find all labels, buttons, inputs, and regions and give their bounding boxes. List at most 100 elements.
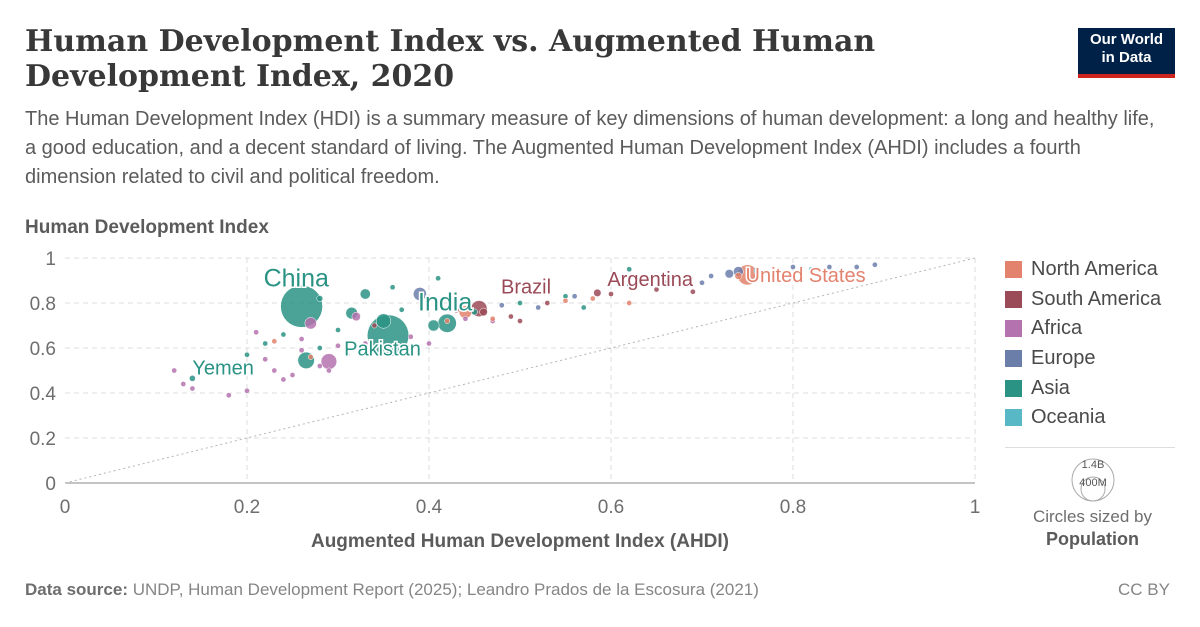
data-point [498,302,505,309]
data-point [398,306,405,313]
data-point [753,268,760,275]
size-label-max: 1.4B [1081,459,1104,471]
data-point [544,288,551,295]
data-point [307,354,314,360]
data-point [680,277,687,284]
data-point [699,279,705,286]
data-point [724,269,734,279]
data-point [626,282,633,288]
data-point [316,345,323,351]
data-point [304,317,317,330]
point-label: United States [746,265,866,287]
data-point [571,293,578,300]
source-label: Data source: [25,580,128,599]
legend-item-north-america[interactable]: North America [1005,255,1175,285]
legend-item-europe[interactable]: Europe [1005,344,1175,374]
data-point [335,327,341,333]
y-tick-label: 0 [45,474,56,495]
point-label: Pakistan [344,338,421,360]
data-point [790,264,796,270]
data-point [626,266,633,273]
data-point [808,266,815,273]
legend-item-africa[interactable]: Africa [1005,314,1175,344]
legend-item-oceania[interactable]: Oceania [1005,403,1175,433]
owid-logo[interactable]: Our World in Data [1078,28,1175,78]
data-point [316,363,323,369]
legend-swatch [1005,320,1022,338]
y-tick-label: 0.6 [30,339,56,360]
data-point [335,342,341,349]
logo-line2: in Data [1101,49,1152,66]
logo-line1: Our World [1089,31,1164,48]
source-text[interactable]: UNDP, Human Development Report (2025); L… [132,580,759,599]
data-point [235,363,241,369]
data-point [535,304,542,311]
legend-label: Africa [1031,317,1083,340]
size-variable: Population [1046,529,1139,549]
data-point [872,261,878,268]
legend-label: Europe [1031,347,1096,370]
data-point [626,300,633,306]
data-point [298,336,305,342]
y-tick-label: 0.2 [30,429,56,450]
data-point [289,372,296,378]
legend-swatch [1005,261,1022,279]
region-legend: North America South America Africa Europ… [1005,255,1175,433]
legend-swatch [1005,409,1022,427]
data-point [351,311,361,322]
data-point [320,353,338,370]
data-point [244,351,250,358]
x-tick-label: 1 [970,497,981,518]
data-point [225,392,232,399]
data-point [544,300,551,306]
x-tick-label: 0.2 [234,497,260,518]
data-point [452,306,460,314]
data-point [826,264,833,270]
data-point [389,284,396,291]
data-point [435,275,441,282]
data-point [853,264,860,270]
legend-item-south-america[interactable]: South America [1005,285,1175,315]
data-point [479,307,488,317]
y-tick-label: 0.4 [30,384,57,405]
data-point [562,297,569,304]
reference-diagonal-line [64,257,976,484]
data-point [326,367,332,374]
legend-item-asia[interactable]: Asia [1005,373,1175,403]
data-point [262,356,269,363]
data-point [344,351,350,358]
license[interactable]: CC BY [1118,580,1170,599]
data-point [189,385,196,392]
size-legend-circles: 1.4B 400M [1071,458,1114,502]
data-point [253,329,259,336]
data-point [517,300,523,306]
data-point [316,295,324,302]
data-point [413,287,427,301]
point-label: India [418,289,472,317]
data-point [580,304,587,311]
legend-label: North America [1031,258,1158,281]
data-point [171,367,178,374]
chart-title: Human Development Index vs. Augmented Hu… [25,24,876,94]
legend-swatch [1005,290,1022,308]
data-point [690,288,696,295]
data-point [407,333,414,340]
size-label-min: 400M [1079,477,1107,489]
data-point [371,322,378,329]
x-axis-title: Augmented Human Development Index (AHDI) [311,531,729,552]
data-point [508,313,514,320]
data-point [298,347,305,354]
y-tick-label: 0.8 [30,294,56,315]
data-point [180,381,187,387]
data-point [371,345,378,351]
data-point [271,367,278,374]
x-tick-label: 0.4 [416,497,443,518]
legend-divider [1005,447,1175,448]
x-tick-label: 0.6 [598,497,624,518]
data-point [444,318,451,324]
x-tick-label: 0.8 [780,497,806,518]
data-point [359,288,371,300]
data-point [280,285,323,328]
legend-label: Oceania [1031,406,1106,429]
